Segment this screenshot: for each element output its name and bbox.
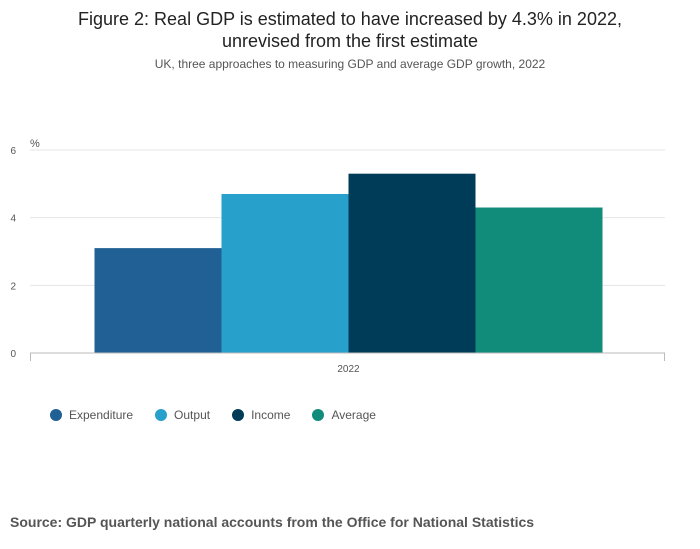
chart-legend: Expenditure Output Income Average xyxy=(50,408,398,422)
chart-title: Figure 2: Real GDP is estimated to have … xyxy=(0,8,700,52)
chart-subtitle: UK, three approaches to measuring GDP an… xyxy=(154,57,546,71)
chart-title-line-1: Figure 2: Real GDP is estimated to have … xyxy=(78,9,622,29)
legend-label-output: Output xyxy=(174,408,211,422)
bar-chart: 0 2 4 6% 2022 xyxy=(10,138,665,375)
bar-output xyxy=(221,193,349,353)
legend-dot-output xyxy=(155,409,168,421)
x-tick-label-2022: 2022 xyxy=(337,364,360,375)
legend-dot-average xyxy=(312,409,325,421)
y-tick-label-6: 6 xyxy=(10,146,16,157)
source-note: Source: GDP quarterly national accounts … xyxy=(10,514,535,530)
y-tick-label-4: 4 xyxy=(10,214,16,225)
legend-label-expenditure: Expenditure xyxy=(69,408,134,422)
y-tick-label-2: 2 xyxy=(10,281,16,292)
legend-item-average[interactable]: Average xyxy=(312,408,376,422)
chart-title-line-2: unrevised from the first estimate xyxy=(221,31,479,51)
legend-item-expenditure[interactable]: Expenditure xyxy=(50,408,133,422)
legend-label-income: Income xyxy=(251,408,291,422)
legend-label-average: Average xyxy=(331,408,376,422)
legend-dot-expenditure xyxy=(50,409,62,421)
y-axis-label: % xyxy=(30,138,40,150)
bar-expenditure xyxy=(94,248,222,353)
y-tick-label-0: 0 xyxy=(10,349,16,360)
bar-average xyxy=(475,207,603,353)
bar-income xyxy=(348,173,476,353)
legend-item-output[interactable]: Output xyxy=(155,408,210,422)
legend-dot-income xyxy=(232,409,245,421)
legend-item-income[interactable]: Income xyxy=(232,408,290,422)
